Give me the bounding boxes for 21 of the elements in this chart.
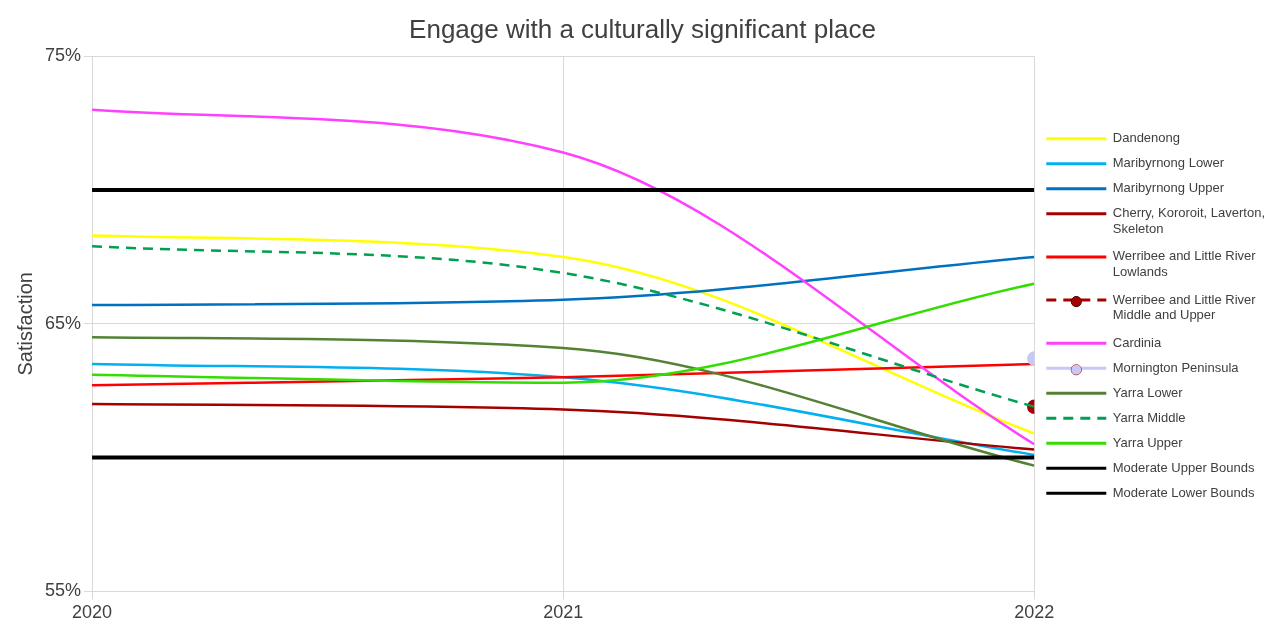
legend-label: Moderate Lower Bounds: [1112, 484, 1255, 500]
legend-label: Werribee and Little River Middle and Upper: [1112, 291, 1257, 323]
x-tick-label: 2020: [72, 602, 113, 623]
legend-label: Mornington Peninsula: [1112, 359, 1240, 375]
legend-label: Yarra Middle: [1112, 409, 1186, 425]
legend-label: Moderate Upper Bounds: [1112, 459, 1255, 475]
x-tick-label: 2021: [543, 602, 584, 623]
y-tick-label: 65%: [45, 312, 82, 333]
x-tick-label: 2022: [1014, 602, 1055, 623]
legend-label: Maribyrnong Lower: [1112, 155, 1225, 171]
y-tick-label: 75%: [45, 45, 82, 66]
chart-title: Engage with a culturally significant place: [409, 13, 876, 44]
legend-label: Yarra Lower: [1112, 384, 1184, 400]
legend-label: Dandenong: [1112, 130, 1181, 146]
legend-label: Werribee and Little River Lowlands: [1112, 248, 1257, 280]
legend-label: Yarra Upper: [1112, 434, 1184, 450]
y-tick-label: 55%: [45, 580, 82, 601]
legend-label: Cherry, Kororoit, Laverton, Skeleton: [1112, 205, 1266, 236]
y-axis-title: Satisfaction: [13, 272, 36, 376]
legend-label: Cardinia: [1112, 334, 1162, 350]
legend-label: Maribyrnong Upper: [1112, 180, 1225, 196]
